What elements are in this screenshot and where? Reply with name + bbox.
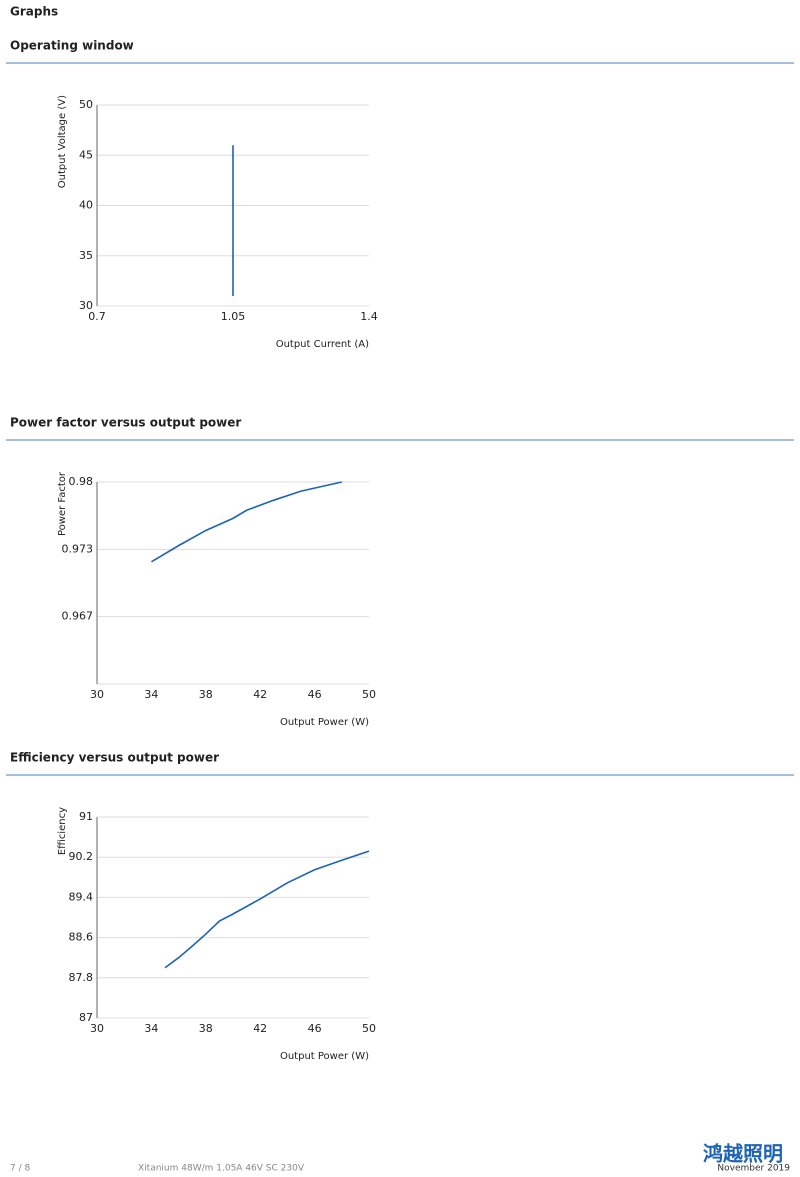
y-axis-label: Efficiency — [57, 807, 68, 855]
y-tick-label: 91 — [79, 810, 93, 823]
y-tick-label: 90.2 — [69, 850, 94, 863]
x-tick-label: 0.7 — [88, 310, 106, 323]
y-tick-label: 40 — [79, 199, 93, 212]
x-tick-label: 34 — [144, 688, 158, 701]
x-tick-label: 46 — [308, 688, 322, 701]
date: November 2019 — [717, 1164, 790, 1174]
page-heading: Graphs — [10, 5, 58, 19]
x-tick-label: 1.4 — [360, 310, 378, 323]
section-title: Operating window — [10, 39, 134, 53]
x-tick-label: 42 — [253, 1022, 267, 1035]
y-tick-label: 0.967 — [62, 610, 94, 623]
x-tick-label: 1.05 — [221, 310, 246, 323]
y-axis-label: Power Factor — [57, 471, 68, 536]
y-tick-label: 35 — [79, 249, 93, 262]
section-title: Efficiency versus output power — [10, 751, 219, 765]
x-tick-label: 50 — [362, 1022, 376, 1035]
section-title: Power factor versus output power — [10, 416, 241, 430]
x-axis-label: Output Current (A) — [276, 339, 369, 350]
y-tick-label: 50 — [79, 98, 93, 111]
page-number: 7 / 8 — [10, 1164, 30, 1174]
logo: 鸿越照明 — [703, 1142, 783, 1166]
y-tick-label: 45 — [79, 148, 93, 161]
y-tick-label: 0.98 — [69, 475, 94, 488]
x-tick-label: 34 — [144, 1022, 158, 1035]
y-tick-label: 30 — [79, 299, 93, 312]
x-tick-label: 38 — [199, 1022, 213, 1035]
y-tick-label: 0.973 — [62, 542, 94, 555]
x-tick-label: 46 — [308, 1022, 322, 1035]
x-axis-label: Output Power (W) — [280, 717, 369, 728]
y-tick-label: 89.4 — [69, 890, 94, 903]
x-axis-label: Output Power (W) — [280, 1051, 369, 1062]
x-tick-label: 38 — [199, 688, 213, 701]
data-line — [164, 850, 370, 969]
data-line — [150, 481, 342, 563]
y-axis-label: Output Voltage (V) — [57, 95, 68, 188]
y-tick-label: 87 — [79, 1011, 93, 1024]
x-tick-label: 30 — [90, 688, 104, 701]
product-name: Xitanium 48W/m 1.05A 46V SC 230V — [138, 1164, 305, 1174]
y-tick-label: 87.8 — [69, 971, 94, 984]
y-tick-label: 88.6 — [69, 931, 94, 944]
x-tick-label: 30 — [90, 1022, 104, 1035]
x-tick-label: 50 — [362, 688, 376, 701]
x-tick-label: 42 — [253, 688, 267, 701]
